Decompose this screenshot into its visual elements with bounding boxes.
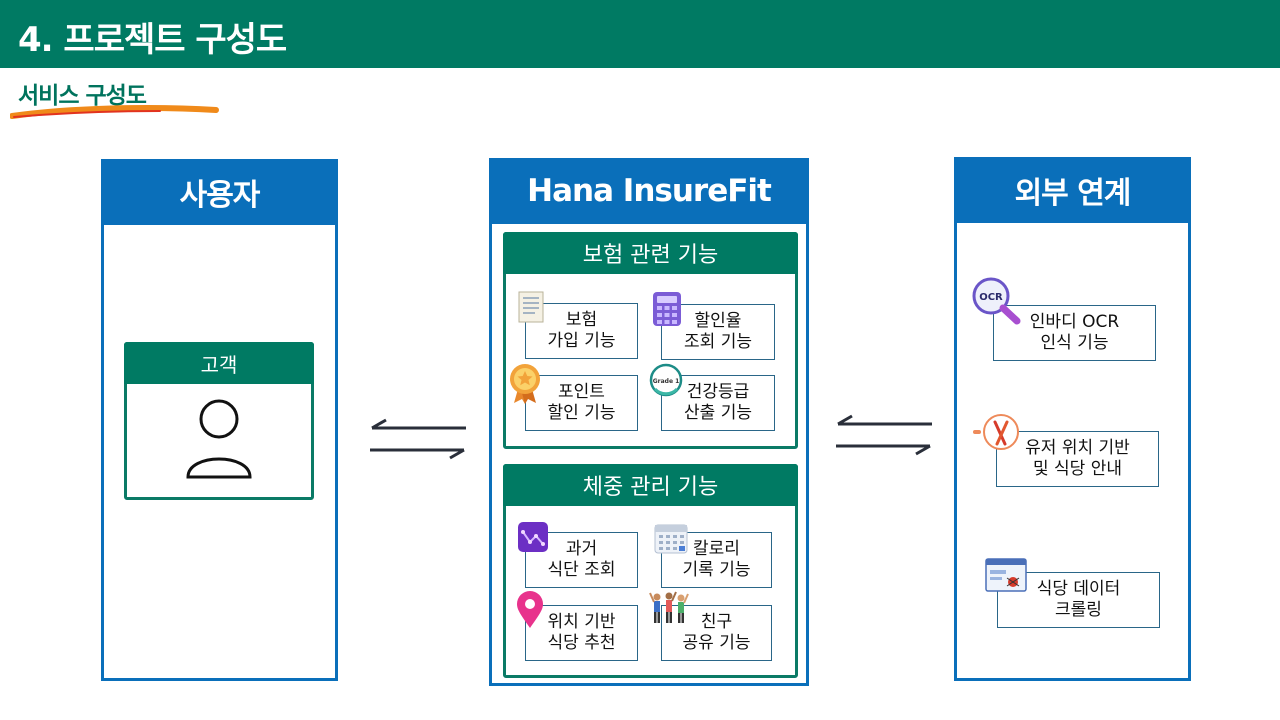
friend-share-feature: 친구 공유 기능 (661, 605, 772, 661)
customer-box: 고객 (124, 342, 314, 500)
insurance-signup-feature: 보험 가입 기능 (525, 303, 638, 359)
svg-text:OCR: OCR (979, 292, 1003, 303)
calculator-icon (653, 292, 681, 326)
past-diet-feature: 과거 식단 조회 (525, 532, 638, 588)
chart-icon (518, 522, 548, 552)
user-panel-title: 사용자 (101, 159, 338, 225)
main-panel: Hana InsureFit 보험 관련 기능 보험 가입 기능 할인율 조회 … (489, 158, 809, 686)
brush-underline (10, 105, 219, 119)
user-location-feature: 유저 위치 기반 및 식당 안내 (996, 431, 1159, 487)
insurance-box-title: 보험 관련 기능 (503, 232, 798, 274)
calendar-icon (654, 524, 688, 554)
point-discount-feature: 포인트 할인 기능 (525, 375, 638, 431)
friends-icon (649, 591, 689, 623)
restaurant-icon (973, 414, 1019, 450)
customer-label: 고객 (124, 342, 314, 384)
title-bar: 4. 프로젝트 구성도 (0, 0, 1280, 68)
web-crawler-icon (985, 558, 1027, 592)
exchange-arrows-right (836, 414, 932, 456)
medal-icon (510, 364, 540, 404)
exchange-arrows-left (370, 418, 466, 460)
ocr-magnifier-icon: OCR (972, 277, 1021, 325)
section-subtitle: 서비스 구성도 (18, 83, 147, 109)
document-icon (518, 291, 544, 323)
external-panel-title: 외부 연계 (954, 157, 1191, 223)
svg-text:Grade 1: Grade 1 (653, 378, 680, 385)
location-restaurant-feature: 위치 기반 식당 추천 (525, 605, 638, 661)
weight-box-title: 체중 관리 기능 (503, 464, 798, 506)
location-pin-icon (517, 591, 543, 628)
grade-badge-icon: Grade 1 (649, 363, 683, 397)
discount-rate-feature: 할인율 조회 기능 (661, 304, 775, 360)
external-panel: 외부 연계 인바디 OCR 인식 기능 OCR 유저 위치 기반 및 식당 안내… (954, 157, 1191, 681)
weight-feature-box: 체중 관리 기능 과거 식단 조회 칼로리 기록 기능 위치 기 (503, 464, 798, 678)
main-panel-title: Hana InsureFit (489, 158, 809, 224)
page-title: 4. 프로젝트 구성도 (18, 20, 287, 60)
user-panel: 사용자 고객 (101, 159, 338, 681)
inbody-ocr-feature: 인바디 OCR 인식 기능 (993, 305, 1156, 361)
insurance-feature-box: 보험 관련 기능 보험 가입 기능 할인율 조회 기능 포인트 (503, 232, 798, 449)
person-icon (186, 399, 252, 479)
